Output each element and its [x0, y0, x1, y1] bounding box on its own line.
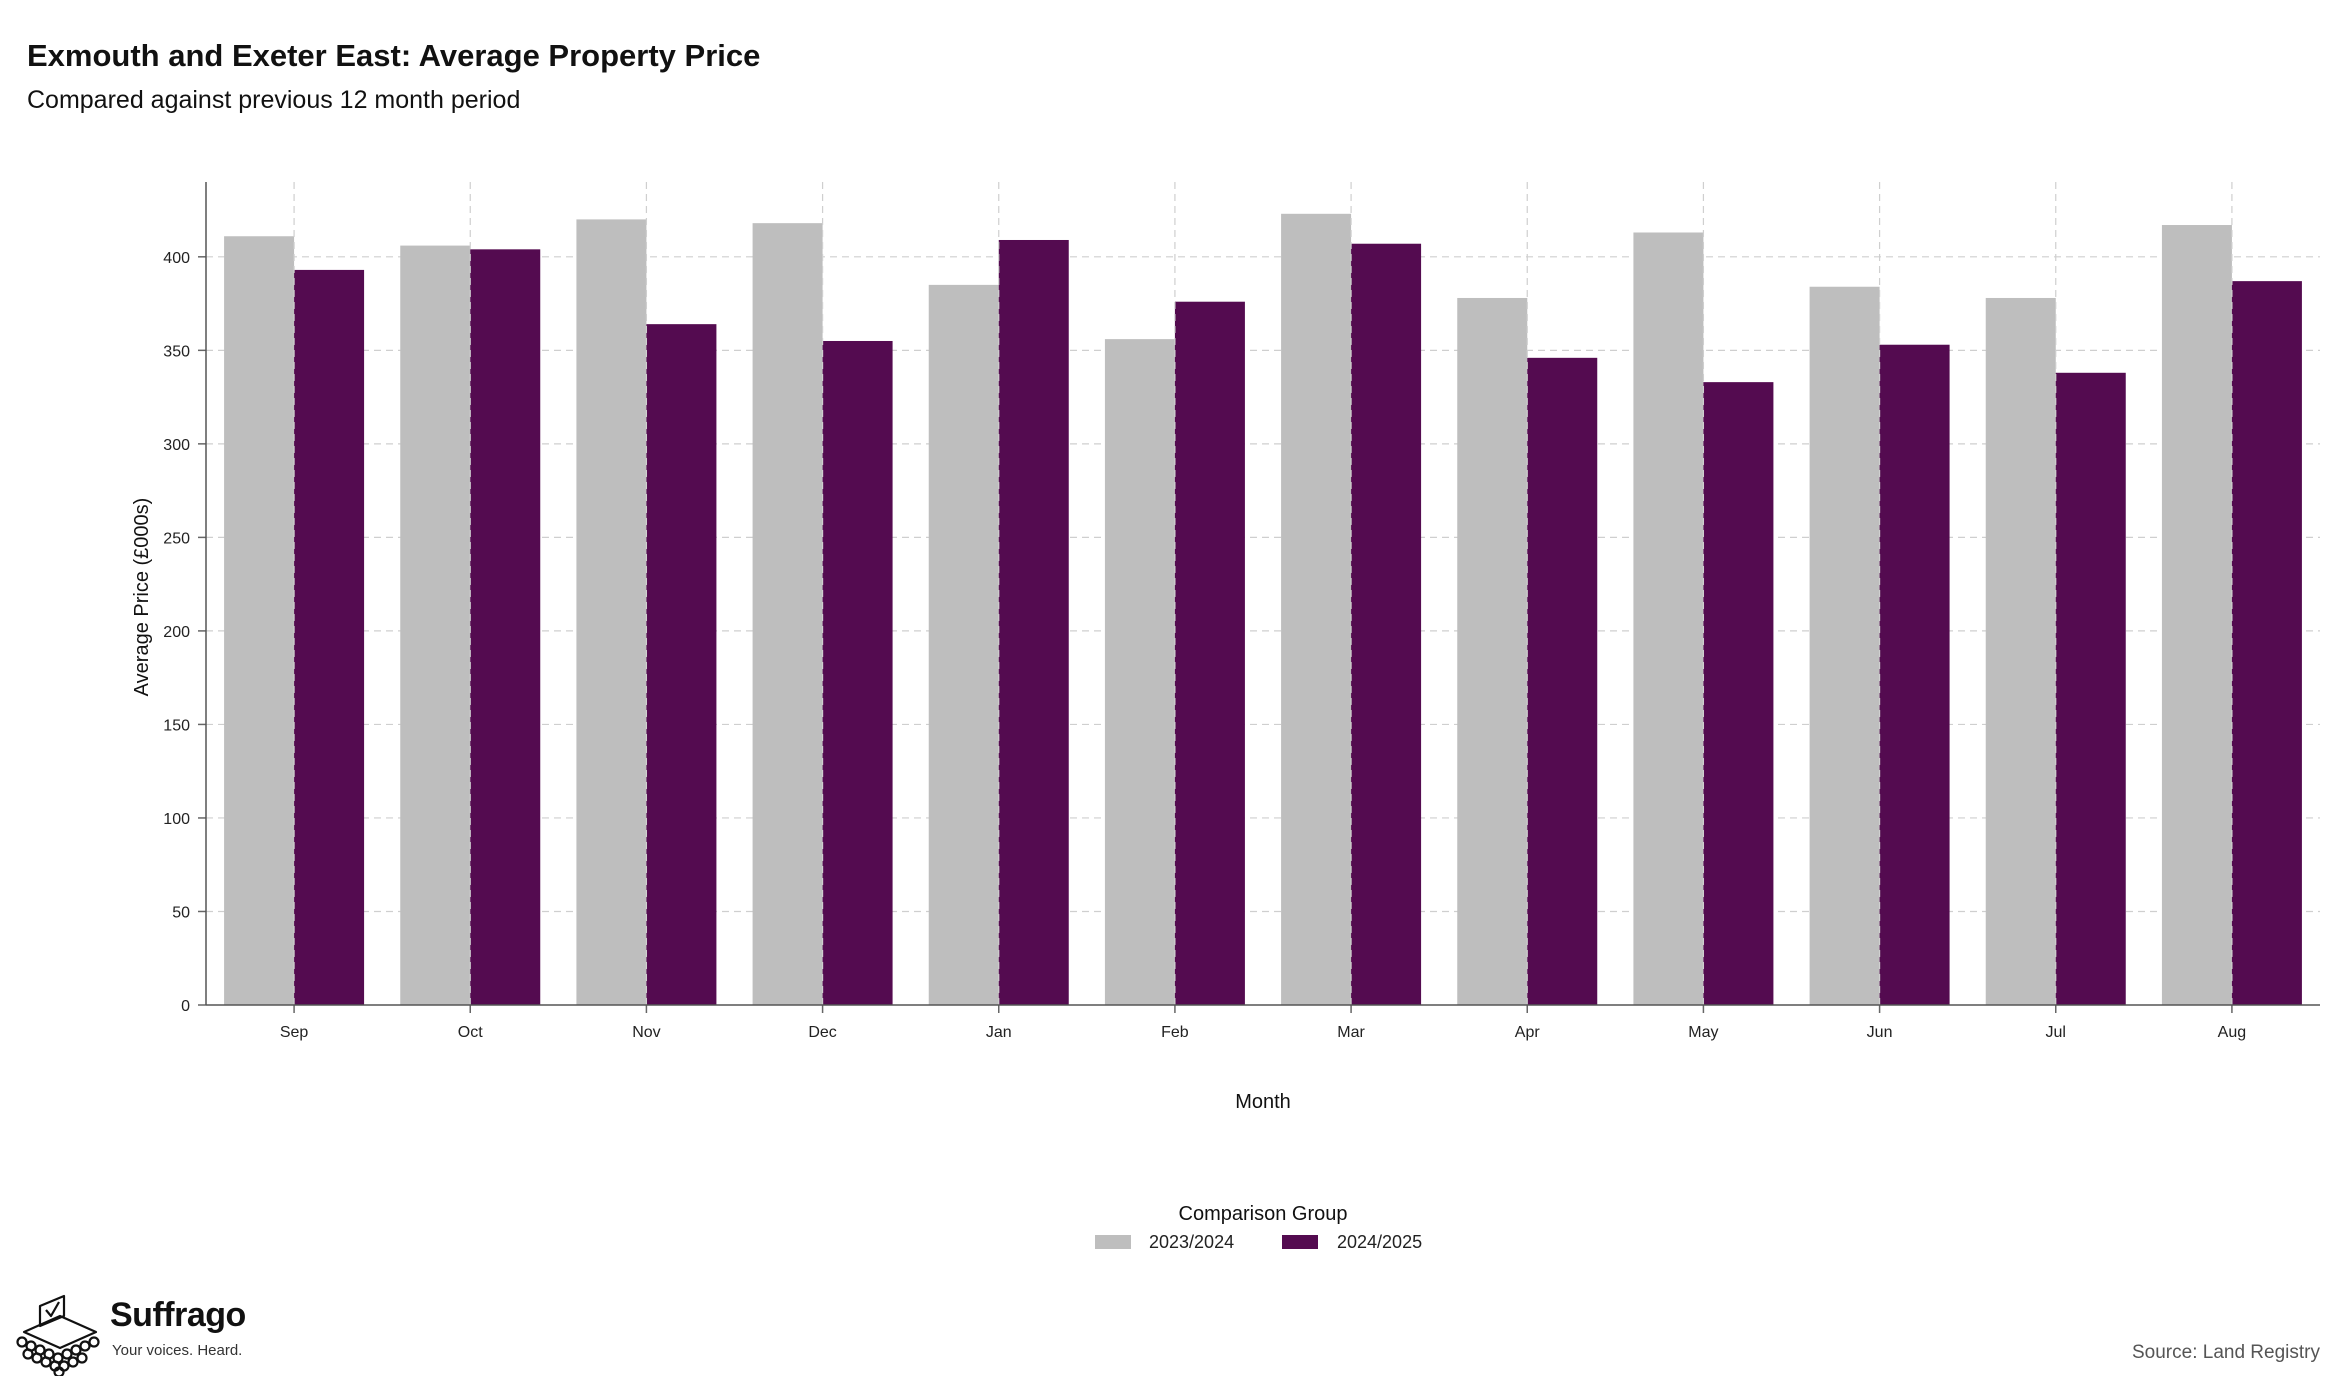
x-tick-label: Nov	[632, 1024, 660, 1041]
bar-2024-2025-jul	[2055, 372, 2126, 1005]
bar-2024-2025-oct	[470, 249, 541, 1005]
x-tick-labels: Sep Oct Nov Dec Jan Feb Mar Apr May Jun Jul Aug	[280, 1024, 2246, 1041]
y-tick-label: 400	[163, 250, 190, 267]
legend-label-2024-2025: 2024/2025	[1337, 1232, 1422, 1252]
x-tick-label: Jun	[1867, 1024, 1893, 1041]
bar-2024-2025-may	[1703, 382, 1774, 1005]
brand-name: Suffrago	[110, 1296, 246, 1334]
x-tick-label: Feb	[1161, 1024, 1189, 1041]
bar-2023-2024-dec	[752, 223, 823, 1005]
bar-2023-2024-mar	[1281, 213, 1352, 1005]
bar-2024-2025-nov	[646, 324, 717, 1005]
x-tick-label: Oct	[458, 1024, 483, 1041]
x-tick-label: Apr	[1515, 1024, 1541, 1041]
bar-2024-2025-jan	[998, 239, 1069, 1006]
legend-swatch-2023-2024	[1095, 1235, 1131, 1249]
chart-subtitle: Compared against previous 12 month perio…	[27, 86, 521, 114]
ballot-box-icon	[16, 1294, 100, 1376]
legend-title: Comparison Group	[1179, 1203, 1348, 1225]
x-tick-label: Mar	[1337, 1024, 1365, 1041]
bar-chart: 0 50 100 150 200 250 300 350 400 Sep Oct Nov Dec Jan…	[131, 182, 2320, 1252]
bar-2024-2025-jun	[1879, 344, 1950, 1005]
y-tick-label: 150	[163, 717, 190, 734]
chart-title: Exmouth and Exeter East: Average Propert…	[27, 38, 761, 73]
x-tick-label: Jan	[986, 1024, 1012, 1041]
x-tick-label: Sep	[280, 1024, 309, 1041]
bar-2023-2024-aug	[2161, 225, 2232, 1006]
y-tick-label: 350	[163, 343, 190, 360]
y-axis-title: Average Price (£000s)	[131, 498, 153, 697]
bar-2023-2024-nov	[576, 219, 647, 1006]
suffrago-logo: Suffrago Your voices. Heard.	[14, 1292, 314, 1382]
bars	[224, 213, 2302, 1006]
bar-2023-2024-feb	[1104, 339, 1175, 1006]
grid-lines	[206, 256, 2320, 913]
bar-2024-2025-dec	[822, 340, 893, 1005]
legend: Comparison Group 2023/2024 2024/2025	[1095, 1203, 1422, 1252]
legend-swatch-2024-2025	[1282, 1235, 1318, 1249]
y-tick-labels: 0 50 100 150 200 250 300 350 400	[163, 250, 190, 1015]
bar-2024-2025-aug	[2231, 281, 2302, 1005]
source-note: Source: Land Registry	[2132, 1342, 2320, 1363]
bar-2024-2025-feb	[1174, 301, 1245, 1005]
bar-2024-2025-sep	[294, 269, 365, 1005]
bar-2023-2024-jan	[928, 284, 999, 1005]
bar-2023-2024-oct	[400, 245, 471, 1005]
y-tick-label: 0	[181, 998, 190, 1015]
bar-2024-2025-mar	[1351, 243, 1422, 1006]
bar-2023-2024-sep	[224, 236, 295, 1006]
y-tick-label: 300	[163, 437, 190, 454]
brand-tagline: Your voices. Heard.	[112, 1342, 243, 1359]
x-tick-label: May	[1688, 1024, 1718, 1041]
bar-2023-2024-jul	[1985, 297, 2056, 1006]
x-tick-label: Aug	[2218, 1024, 2246, 1041]
x-axis-title: Month	[1235, 1091, 1291, 1113]
y-tick-label: 200	[163, 624, 190, 641]
bar-2023-2024-may	[1633, 232, 1704, 1006]
bar-2023-2024-apr	[1457, 297, 1528, 1006]
y-tick-label: 50	[172, 904, 190, 921]
y-tick-label: 250	[163, 530, 190, 547]
x-tick-label: Jul	[2046, 1024, 2066, 1041]
axes	[198, 182, 2320, 1013]
x-tick-label: Dec	[808, 1024, 836, 1041]
bar-2023-2024-jun	[1809, 286, 1880, 1005]
bar-2024-2025-apr	[1527, 357, 1598, 1005]
y-tick-label: 100	[163, 811, 190, 828]
legend-label-2023-2024: 2023/2024	[1149, 1232, 1234, 1252]
vertical-grid-lines	[293, 182, 2233, 1005]
